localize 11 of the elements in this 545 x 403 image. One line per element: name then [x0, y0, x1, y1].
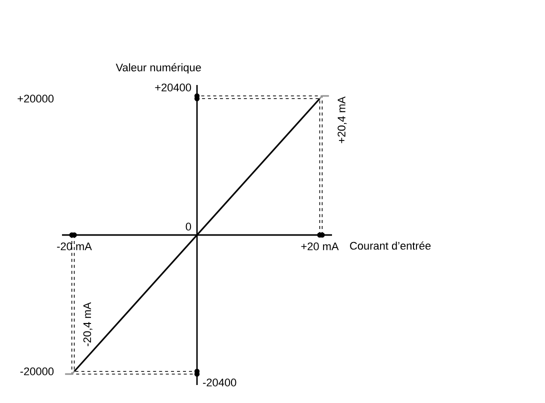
x-tick-label: -20 mA — [57, 242, 92, 250]
x-tick-label: +20 mA — [301, 242, 339, 250]
y-tick-label: +20000 — [18, 94, 54, 103]
annotation: -20400 — [203, 378, 236, 386]
annotation: +20,4 mA — [338, 96, 347, 144]
annotation: 0 — [186, 222, 192, 230]
x-axis-title: Courant d’entrée — [350, 242, 431, 250]
y-tick-label: -20000 — [20, 367, 54, 376]
annotation: +20400 — [155, 84, 192, 92]
y-axis-title: Valeur numérique — [116, 63, 201, 74]
annotation: -20,4 mA — [83, 302, 92, 346]
